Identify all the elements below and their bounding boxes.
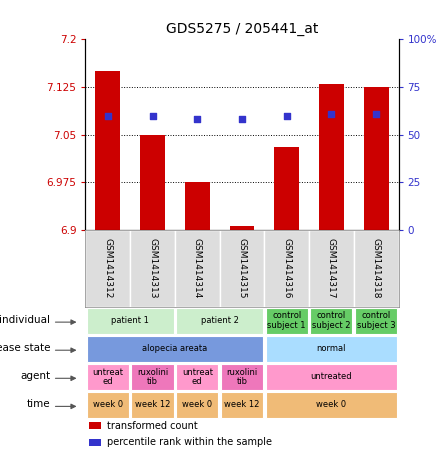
Text: untreat
ed: untreat ed <box>182 367 213 386</box>
Point <box>149 112 156 119</box>
Point <box>194 116 201 123</box>
Bar <box>266 364 397 390</box>
Bar <box>176 392 218 418</box>
Text: GSM1414314: GSM1414314 <box>193 238 202 299</box>
Point <box>104 112 111 119</box>
Text: time: time <box>27 400 50 410</box>
Bar <box>266 392 397 418</box>
Text: disease state: disease state <box>0 343 50 353</box>
Text: normal: normal <box>317 344 346 353</box>
Bar <box>176 364 218 390</box>
Bar <box>364 87 389 230</box>
Text: week 0: week 0 <box>316 400 346 410</box>
Bar <box>130 230 175 307</box>
Bar <box>85 230 130 307</box>
Text: GSM1414313: GSM1414313 <box>148 238 157 299</box>
Text: agent: agent <box>20 371 50 381</box>
Bar <box>87 364 129 390</box>
Text: control
subject 3: control subject 3 <box>357 311 396 330</box>
Bar <box>88 439 101 446</box>
Bar <box>230 226 254 230</box>
Bar <box>219 230 265 307</box>
Text: GSM1414318: GSM1414318 <box>372 238 381 299</box>
Bar <box>354 230 399 307</box>
Bar <box>131 392 173 418</box>
Bar <box>87 392 129 418</box>
Text: week 0: week 0 <box>182 400 212 410</box>
Point <box>328 110 335 117</box>
Text: week 12: week 12 <box>135 400 170 410</box>
Bar <box>319 84 344 230</box>
Bar <box>88 422 101 429</box>
Text: GSM1414316: GSM1414316 <box>282 238 291 299</box>
Text: percentile rank within the sample: percentile rank within the sample <box>107 438 272 448</box>
Point <box>238 116 245 123</box>
Bar <box>175 230 219 307</box>
Text: alopecia areata: alopecia areata <box>142 344 208 353</box>
Text: week 12: week 12 <box>224 400 260 410</box>
Text: control
subject 1: control subject 1 <box>268 311 306 330</box>
Text: individual: individual <box>0 315 50 325</box>
Text: week 0: week 0 <box>93 400 123 410</box>
Text: ruxolini
tib: ruxolini tib <box>226 367 258 386</box>
Bar <box>265 230 309 307</box>
Bar <box>131 364 173 390</box>
Bar <box>87 336 263 362</box>
Bar <box>185 182 209 230</box>
Bar <box>309 230 354 307</box>
Title: GDS5275 / 205441_at: GDS5275 / 205441_at <box>166 22 318 36</box>
Text: GSM1414315: GSM1414315 <box>237 238 247 299</box>
Text: control
subject 2: control subject 2 <box>312 311 351 330</box>
Bar <box>266 336 397 362</box>
Bar <box>355 308 397 334</box>
Bar <box>87 308 173 334</box>
Text: GSM1414317: GSM1414317 <box>327 238 336 299</box>
Bar <box>140 135 165 230</box>
Text: transformed count: transformed count <box>107 421 198 431</box>
Bar <box>266 308 308 334</box>
Text: untreated: untreated <box>311 372 352 381</box>
Point <box>373 110 380 117</box>
Text: untreat
ed: untreat ed <box>92 367 123 386</box>
Bar <box>275 147 299 230</box>
Bar <box>311 308 353 334</box>
Text: patient 1: patient 1 <box>111 316 149 325</box>
Bar <box>95 71 120 230</box>
Bar <box>221 364 263 390</box>
Bar <box>221 392 263 418</box>
Point <box>283 112 290 119</box>
Text: ruxolini
tib: ruxolini tib <box>137 367 168 386</box>
Bar <box>176 308 263 334</box>
Text: GSM1414312: GSM1414312 <box>103 238 112 299</box>
Text: patient 2: patient 2 <box>201 316 239 325</box>
